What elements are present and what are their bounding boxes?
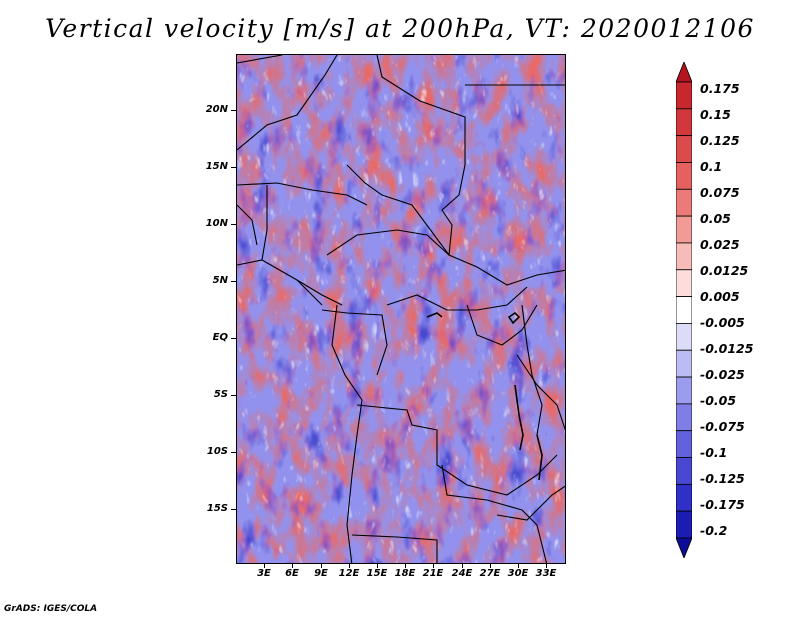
colorbar-label: 0.175 xyxy=(700,81,740,96)
colorbar-swatch xyxy=(675,188,693,217)
country-borders xyxy=(237,55,565,563)
x-label-27e: 27E xyxy=(479,568,501,579)
colorbar-over-triangle xyxy=(675,60,693,83)
y-label-5n: 5N xyxy=(212,275,228,286)
x-label-30e: 30E xyxy=(507,568,529,579)
colorbar-label: -0.1 xyxy=(700,445,728,460)
colorbar-under-triangle xyxy=(675,537,693,560)
y-label-10n: 10N xyxy=(205,218,228,229)
colorbar-swatch xyxy=(675,81,693,110)
y-label-20n: 20N xyxy=(205,104,228,115)
y-label-15n: 15N xyxy=(205,161,228,172)
y-tick xyxy=(231,395,236,396)
x-label-33e: 33E xyxy=(535,568,557,579)
x-label-12e: 12E xyxy=(338,568,360,579)
y-tick xyxy=(231,281,236,282)
y-label-5s: 5S xyxy=(213,389,228,400)
colorbar-swatch xyxy=(675,242,693,271)
colorbar-swatch xyxy=(675,162,693,190)
colorbar-swatch xyxy=(675,430,693,458)
x-tick xyxy=(490,563,491,568)
x-label-6e: 6E xyxy=(285,568,299,579)
colorbar-label: 0.075 xyxy=(700,185,740,200)
colorbar-label: -0.125 xyxy=(700,471,745,486)
x-tick xyxy=(264,563,265,568)
colorbar-swatch xyxy=(675,510,693,539)
x-tick xyxy=(292,563,293,568)
y-label-15s: 15S xyxy=(206,503,228,514)
colorbar-swatch xyxy=(675,349,693,378)
x-tick xyxy=(518,563,519,568)
map-title: Vertical velocity [m/s] at 200hPa, VT: 2… xyxy=(45,14,755,43)
colorbar-label: -0.005 xyxy=(700,315,745,330)
x-label-3e: 3E xyxy=(257,568,271,579)
colorbar-label: 0.0125 xyxy=(700,263,749,278)
x-tick xyxy=(349,563,350,568)
colorbar-swatch xyxy=(675,323,693,351)
colorbar-label: -0.075 xyxy=(700,419,745,434)
colorbar-label: 0.15 xyxy=(700,107,731,122)
colorbar-swatch xyxy=(675,215,693,244)
colorbar-swatch xyxy=(675,269,693,297)
credit-text: GrADS: IGES/COLA xyxy=(4,604,98,614)
colorbar-label: 0.1 xyxy=(700,159,723,174)
y-label-eq: EQ xyxy=(212,332,228,343)
colorbar-graphic xyxy=(675,60,693,560)
y-label-10s: 10S xyxy=(206,446,228,457)
lakes xyxy=(426,311,543,481)
colorbar xyxy=(675,60,693,560)
colorbar-label: -0.2 xyxy=(700,523,728,538)
x-tick xyxy=(462,563,463,568)
y-tick xyxy=(231,167,236,168)
colorbar-label: 0.125 xyxy=(700,133,740,148)
x-tick xyxy=(321,563,322,568)
x-tick xyxy=(546,563,547,568)
y-tick xyxy=(231,338,236,339)
colorbar-swatch xyxy=(675,403,693,432)
y-tick xyxy=(231,110,236,111)
colorbar-label: 0.05 xyxy=(700,211,731,226)
x-label-21e: 21E xyxy=(422,568,444,579)
field-fine-structure xyxy=(237,55,565,563)
x-tick xyxy=(405,563,406,568)
colorbar-label: 0.005 xyxy=(700,289,740,304)
colorbar-swatch xyxy=(675,135,693,163)
colorbar-swatch xyxy=(675,108,693,137)
x-label-15e: 15E xyxy=(366,568,388,579)
colorbar-label: -0.175 xyxy=(700,497,745,512)
y-tick xyxy=(231,224,236,225)
colorbar-swatch xyxy=(675,483,693,512)
x-label-24e: 24E xyxy=(451,568,473,579)
x-label-9e: 9E xyxy=(314,568,328,579)
x-label-18e: 18E xyxy=(394,568,416,579)
colorbar-label: 0.025 xyxy=(700,237,740,252)
colorbar-label: -0.025 xyxy=(700,367,745,382)
x-tick xyxy=(377,563,378,568)
y-tick xyxy=(231,452,236,453)
colorbar-label: -0.0125 xyxy=(700,341,754,356)
vertical-velocity-map[interactable] xyxy=(236,54,566,564)
x-tick xyxy=(433,563,434,568)
map-field xyxy=(237,55,565,563)
y-tick xyxy=(231,509,236,510)
colorbar-label: -0.05 xyxy=(700,393,737,408)
colorbar-swatch xyxy=(675,296,693,324)
colorbar-swatch xyxy=(675,457,693,485)
colorbar-swatch xyxy=(675,376,693,405)
